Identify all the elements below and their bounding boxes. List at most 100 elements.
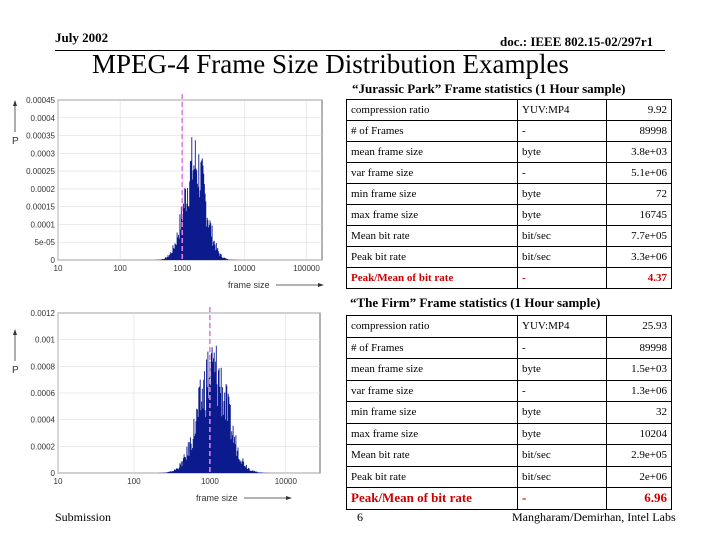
- footer-authors: Mangharam/Demirhan, Intel Labs: [512, 510, 676, 524]
- row-label: Peak bit rate: [346, 246, 518, 268]
- row-value: 3.8e+03: [606, 141, 672, 163]
- slide-title: MPEG-4 Frame Size Distribution Examples: [92, 49, 569, 79]
- x-tick-label: 10000: [275, 477, 298, 486]
- table-row: max frame size byte 16745: [346, 204, 672, 226]
- row-label: Peak/Mean of bit rate: [346, 487, 518, 510]
- row-unit: -: [517, 162, 607, 184]
- table-row: max frame size byte 10204: [346, 422, 672, 445]
- table-row: compression ratio YUV:MP4 25.93: [346, 315, 672, 338]
- row-unit: bit/sec: [517, 246, 607, 268]
- row-label: Mean bit rate: [346, 444, 518, 467]
- y-tick-label: 0.00035: [26, 132, 55, 141]
- row-value: 1.3e+06: [606, 379, 672, 402]
- stats-table-jurassic-park: compression ratio YUV:MP4 9.92 # of Frames -…: [346, 99, 672, 289]
- x-tick-label: 1000: [173, 264, 191, 273]
- header-date: July 2002: [55, 30, 109, 45]
- row-value: 6.96: [606, 487, 672, 510]
- table-row: var frame size -5.1e+06: [346, 162, 672, 184]
- table-row: Mean bit rate bit/sec 7.7e+05: [346, 225, 672, 247]
- y-axis-label: P: [12, 365, 19, 376]
- footer-submission: Submission: [55, 510, 112, 524]
- x-tick-label: 100: [127, 477, 141, 486]
- row-unit: bit/sec: [517, 444, 607, 467]
- row-value: 1.5e+03: [606, 358, 672, 381]
- y-tick-label: 0.0004: [31, 114, 56, 123]
- row-label: mean frame size: [346, 141, 518, 163]
- row-label: # of Frames: [346, 120, 518, 142]
- row-value: 7.7e+05: [606, 225, 672, 247]
- row-label: min frame size: [346, 183, 518, 205]
- row-unit: -: [517, 267, 607, 289]
- table-row: # of Frames -89998: [346, 120, 672, 142]
- row-unit: -: [517, 379, 607, 402]
- table-row: Peak bit rate bit/sec 3.3e+06: [346, 246, 672, 268]
- y-tick-label: 0.0004: [31, 416, 56, 425]
- y-axis-arrowhead: [13, 100, 17, 106]
- y-tick-label: 0.0012: [31, 309, 56, 318]
- row-value: 10204: [606, 422, 672, 445]
- histogram-plot-the-firm: 0.0012 0.001 0.0008 0.0006 0.0004 0.0002 010 10…: [12, 307, 321, 503]
- x-tick-label: 1000: [201, 477, 219, 486]
- y-tick-label: 0.0002: [31, 185, 56, 194]
- x-tick-label: 100: [113, 264, 127, 273]
- x-tick-label: 10: [54, 264, 63, 273]
- row-value: 9.92: [606, 99, 672, 121]
- y-tick-label: 0.0002: [31, 442, 56, 451]
- table-row: mean frame size byte 1.5e+03: [346, 358, 672, 381]
- x-axis-arrowhead: [286, 496, 292, 500]
- y-tick-label: 0.0001: [31, 220, 56, 229]
- table-row: mean frame size byte 3.8e+03: [346, 141, 672, 163]
- section-title-jurassic-park: “Jurassic Park” Frame statistics (1 Hour…: [352, 81, 626, 96]
- x-tick-label: 100000: [293, 264, 320, 273]
- table-row: Peak/Mean of bit rate -4.37: [346, 267, 672, 289]
- row-value: 2e+06: [606, 465, 672, 488]
- y-tick-label: 5e-05: [35, 238, 56, 247]
- y-tick-label: 0.0003: [31, 149, 56, 158]
- row-unit: byte: [517, 141, 607, 163]
- y-tick-label: 0: [51, 256, 56, 265]
- row-unit: YUV:MP4: [517, 315, 607, 338]
- row-value: 32: [606, 401, 672, 424]
- y-tick-label: 0.0006: [31, 389, 56, 398]
- row-label: # of Frames: [346, 336, 518, 359]
- row-unit: YUV:MP4: [517, 99, 607, 121]
- row-unit: bit/sec: [517, 225, 607, 247]
- row-unit: byte: [517, 183, 607, 205]
- y-tick-label: 0.0008: [31, 362, 56, 371]
- y-tick-label: 0: [51, 469, 56, 478]
- row-unit: byte: [517, 358, 607, 381]
- y-tick-label: 0.00025: [26, 167, 55, 176]
- x-axis-label: frame size: [228, 280, 270, 290]
- y-tick-label: 0.00045: [26, 96, 55, 105]
- row-label: var frame size: [346, 379, 518, 402]
- row-value: 5.1e+06: [606, 162, 672, 184]
- y-tick-label: 0.00015: [26, 203, 55, 212]
- x-tick-label: 10000: [233, 264, 256, 273]
- table-row: Peak/Mean of bit rate -6.96: [346, 487, 672, 510]
- x-axis-label: frame size: [196, 493, 238, 503]
- row-unit: -: [517, 336, 607, 359]
- table-row: compression ratio YUV:MP4 9.92: [346, 99, 672, 121]
- x-tick-label: 10: [54, 477, 63, 486]
- row-value: 72: [606, 183, 672, 205]
- table-row: var frame size -1.3e+06: [346, 379, 672, 402]
- row-value: 89998: [606, 120, 672, 142]
- row-unit: byte: [517, 401, 607, 424]
- row-unit: bit/sec: [517, 465, 607, 488]
- histogram-bars: [158, 345, 269, 473]
- stats-table-the-firm: compression ratio YUV:MP4 25.93 # of Frames…: [346, 315, 672, 510]
- x-axis-arrowhead: [318, 283, 324, 287]
- section-title-the-firm: “The Firm” Frame statistics (1 Hour samp…: [350, 295, 601, 310]
- table-row: # of Frames -89998: [346, 336, 672, 359]
- table-row: Mean bit rate bit/sec 2.9e+05: [346, 444, 672, 467]
- row-unit: -: [517, 120, 607, 142]
- row-value: 3.3e+06: [606, 246, 672, 268]
- histogram-plot-jurassic-park: 0.00045 0.0004 0.00035 0.0003 0.00025 0.0002 0…: [12, 94, 324, 290]
- table-row: min frame size byte 72: [346, 183, 672, 205]
- row-value: 25.93: [606, 315, 672, 338]
- row-label: Peak/Mean of bit rate: [346, 267, 518, 289]
- row-value: 89998: [606, 336, 672, 359]
- row-label: max frame size: [346, 422, 518, 445]
- row-label: Mean bit rate: [346, 225, 518, 247]
- row-label: max frame size: [346, 204, 518, 226]
